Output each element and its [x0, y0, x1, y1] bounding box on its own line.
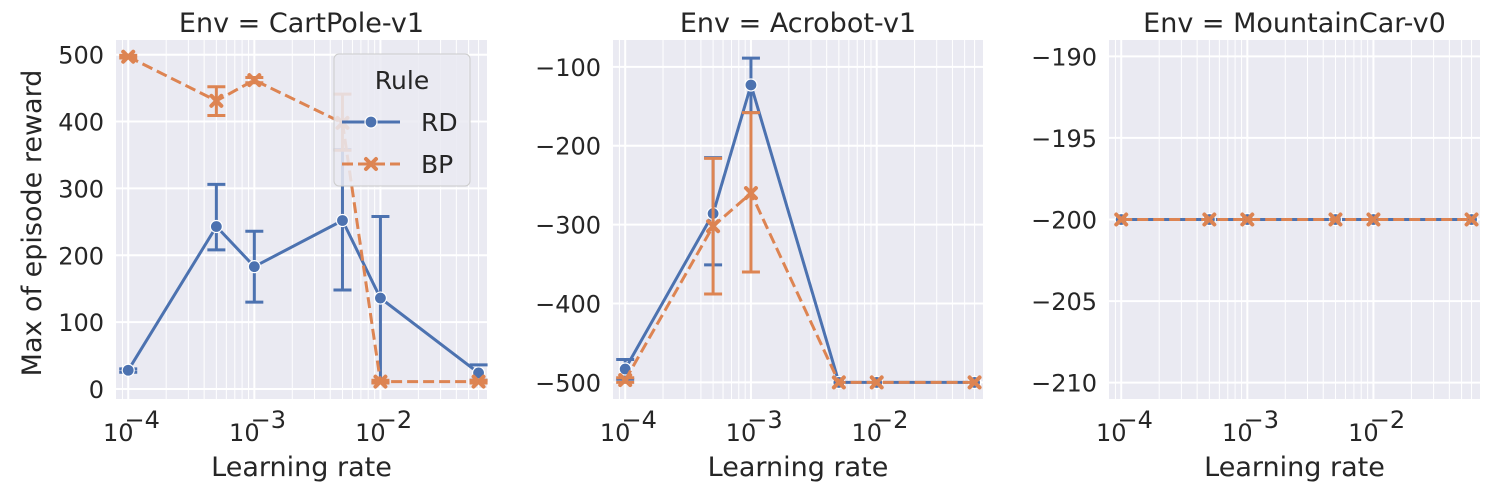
y-tick-label: 300	[58, 175, 104, 203]
x-tick-exponent: −4	[125, 406, 160, 434]
data-point	[1114, 212, 1129, 227]
data-point	[1464, 212, 1479, 227]
y-tick-label: −200	[1031, 207, 1097, 235]
legend-box	[333, 53, 471, 187]
data-point	[471, 374, 486, 389]
x-tick-label: 10	[229, 419, 260, 447]
data-point	[967, 375, 982, 390]
x-tick-label: 10	[600, 419, 631, 447]
data-point	[1366, 212, 1381, 227]
data-point	[1328, 212, 1343, 227]
x-tick-exponent: −3	[1244, 406, 1279, 434]
panel-title: Env = CartPole-v1	[179, 8, 424, 39]
series-line	[126, 219, 480, 375]
series-bp	[616, 111, 982, 390]
data-point	[706, 219, 721, 234]
y-tick-label: −300	[535, 212, 601, 240]
y-tick-label: −400	[535, 291, 601, 319]
series-line	[127, 55, 479, 384]
x-tick-label: 10	[1096, 419, 1127, 447]
x-tick-exponent: −4	[1118, 406, 1153, 434]
legend-label-bp: BP	[421, 150, 453, 179]
y-tick-label: −195	[1031, 125, 1097, 153]
x-tick-label: 10	[726, 419, 757, 447]
data-point	[121, 363, 135, 377]
y-tick-label: −200	[535, 133, 601, 161]
y-tick-label: 200	[58, 242, 104, 270]
x-tick-exponent: −2	[1370, 406, 1405, 434]
data-point	[869, 375, 884, 390]
data-point	[831, 375, 846, 390]
data-point	[247, 260, 261, 274]
x-tick-label: 10	[103, 419, 134, 447]
data-point	[209, 93, 224, 108]
data-point	[743, 186, 758, 201]
data-point	[247, 73, 262, 88]
legend: Rule RD BP	[333, 53, 471, 187]
y-tick-label: 400	[58, 109, 104, 137]
data-point	[618, 373, 633, 388]
data-point	[209, 219, 223, 234]
x-tick-exponent: −2	[377, 406, 412, 434]
x-tick-label: 10	[355, 419, 386, 447]
plot-area	[613, 40, 983, 399]
x-tick-label: 10	[1348, 419, 1379, 447]
data-point	[1202, 212, 1217, 227]
x-axis-label: Learning rate	[1204, 452, 1385, 483]
panel-title: Env = MountainCar-v0	[1143, 8, 1446, 39]
y-tick-label: 500	[58, 42, 104, 70]
x-tick-exponent: −3	[747, 406, 782, 434]
y-axis-label: Max of episode reward	[17, 70, 48, 377]
x-axis-label: Learning rate	[708, 452, 889, 483]
x-tick-label: 10	[1222, 419, 1253, 447]
y-tick-label: −205	[1031, 288, 1097, 316]
legend-label-rd: RD	[421, 108, 458, 137]
x-tick-exponent: −4	[621, 406, 656, 434]
series-line	[623, 191, 975, 384]
y-tick-label: −190	[1031, 43, 1097, 71]
legend-marker	[364, 157, 378, 171]
x-tick-exponent: −2	[873, 406, 908, 434]
x-tick-label: 10	[851, 419, 882, 447]
y-tick-label: 0	[89, 376, 104, 404]
data-point	[1240, 212, 1255, 227]
y-tick-label: −500	[535, 369, 601, 397]
y-tick-label: −210	[1031, 370, 1097, 398]
y-tick-label: −100	[535, 54, 601, 82]
x-axis-label: Learning rate	[211, 452, 392, 483]
panel-title: Env = Acrobot-v1	[680, 8, 916, 39]
legend-title: Rule	[375, 66, 429, 95]
x-tick-exponent: −3	[251, 406, 286, 434]
data-point	[121, 49, 136, 64]
data-point	[744, 78, 758, 92]
data-point	[373, 291, 388, 305]
y-tick-label: 100	[58, 309, 104, 337]
data-point	[373, 374, 388, 389]
data-point	[335, 213, 350, 228]
series-bp	[1114, 212, 1479, 227]
legend-marker	[364, 115, 378, 129]
